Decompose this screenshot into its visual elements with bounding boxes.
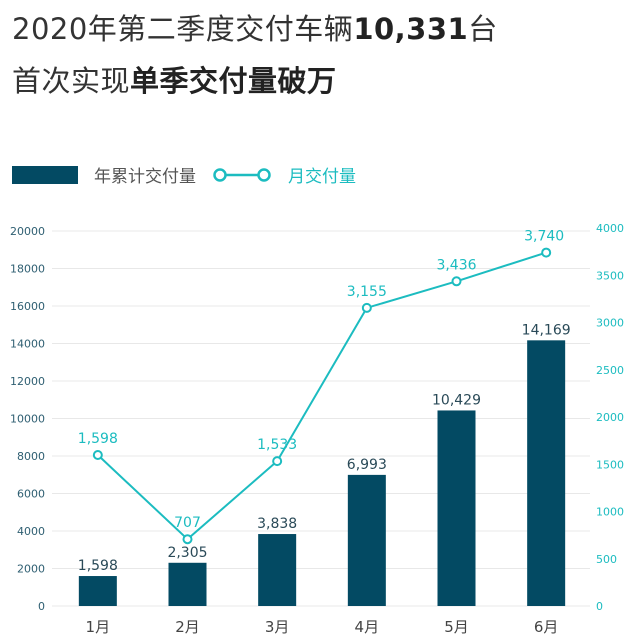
bar-value-label: 14,169 xyxy=(522,322,571,338)
line-point xyxy=(451,276,462,287)
bar-value-label: 2,305 xyxy=(167,545,207,561)
x-axis-tick: 3月 xyxy=(265,618,290,636)
right-axis-tick: 1500 xyxy=(596,458,624,471)
bar-value-label: 6,993 xyxy=(347,457,387,473)
left-axis-tick: 16000 xyxy=(10,300,45,313)
bar-value-label: 10,429 xyxy=(432,392,481,408)
line-point xyxy=(182,534,193,545)
title-suffix: 台 xyxy=(468,12,498,46)
left-axis-tick: 2000 xyxy=(17,563,45,576)
bar xyxy=(168,562,207,606)
title-highlight: 10,331 xyxy=(353,12,469,46)
legend-line-swatch xyxy=(213,167,271,182)
right-axis-tick: 2500 xyxy=(596,364,624,377)
subtitle-text: 首次实现 xyxy=(12,64,131,98)
right-axis-tick: 3000 xyxy=(596,317,624,330)
right-axis-tick: 0 xyxy=(596,600,603,613)
bar xyxy=(258,534,297,606)
left-axis-tick: 10000 xyxy=(10,413,45,426)
line-point xyxy=(541,247,552,258)
monthly-line xyxy=(97,251,547,541)
right-axis-tick: 4000 xyxy=(596,222,624,235)
line-value-label: 1,598 xyxy=(78,431,118,447)
bar xyxy=(527,340,566,606)
left-axis-tick: 14000 xyxy=(10,338,45,351)
line-value-label: 1,533 xyxy=(257,437,297,453)
right-axis-tick: 500 xyxy=(596,553,617,566)
x-axis-tick: 5月 xyxy=(444,618,469,636)
bar-value-label: 3,838 xyxy=(257,516,297,532)
legend-bar-label: 年累计交付量 xyxy=(94,167,196,187)
bar xyxy=(347,474,386,606)
right-axis-tick: 2000 xyxy=(596,411,624,424)
x-axis-tick: 1月 xyxy=(86,618,111,636)
line-value-label: 3,740 xyxy=(524,229,564,245)
subtitle-highlight: 单季交付量破万 xyxy=(130,64,337,98)
x-axis-tick: 6月 xyxy=(534,618,559,636)
title-text: 2020年第二季度交付车辆 xyxy=(12,12,354,46)
bar xyxy=(78,576,117,606)
left-axis-tick: 8000 xyxy=(17,450,45,463)
line-point xyxy=(361,302,372,313)
right-axis-tick: 1000 xyxy=(596,506,624,519)
title-line-1: 2020年第二季度交付车辆10,331台 xyxy=(12,6,498,48)
x-axis-tick: 2月 xyxy=(175,618,200,636)
legend: 年累计交付量 月交付量 xyxy=(12,162,356,187)
right-axis-tick: 3500 xyxy=(596,269,624,282)
x-axis-tick: 4月 xyxy=(355,618,380,636)
line-point xyxy=(272,456,283,467)
bar xyxy=(437,410,476,606)
left-axis-tick: 6000 xyxy=(17,488,45,501)
legend-line-label: 月交付量 xyxy=(288,167,356,187)
line-value-label: 3,155 xyxy=(347,284,387,300)
bar-value-label: 1,598 xyxy=(78,558,118,574)
left-axis-tick: 20000 xyxy=(10,225,45,238)
title-line-2: 首次实现单季交付量破万 xyxy=(12,58,337,100)
line-value-label: 707 xyxy=(174,515,201,531)
legend-bar-swatch xyxy=(12,165,78,184)
left-axis-tick: 18000 xyxy=(10,263,45,276)
left-axis-tick: 12000 xyxy=(10,375,45,388)
line-point xyxy=(92,449,103,460)
line-value-label: 3,436 xyxy=(436,257,476,273)
left-axis-tick: 0 xyxy=(38,600,45,613)
left-axis-tick: 4000 xyxy=(17,525,45,538)
